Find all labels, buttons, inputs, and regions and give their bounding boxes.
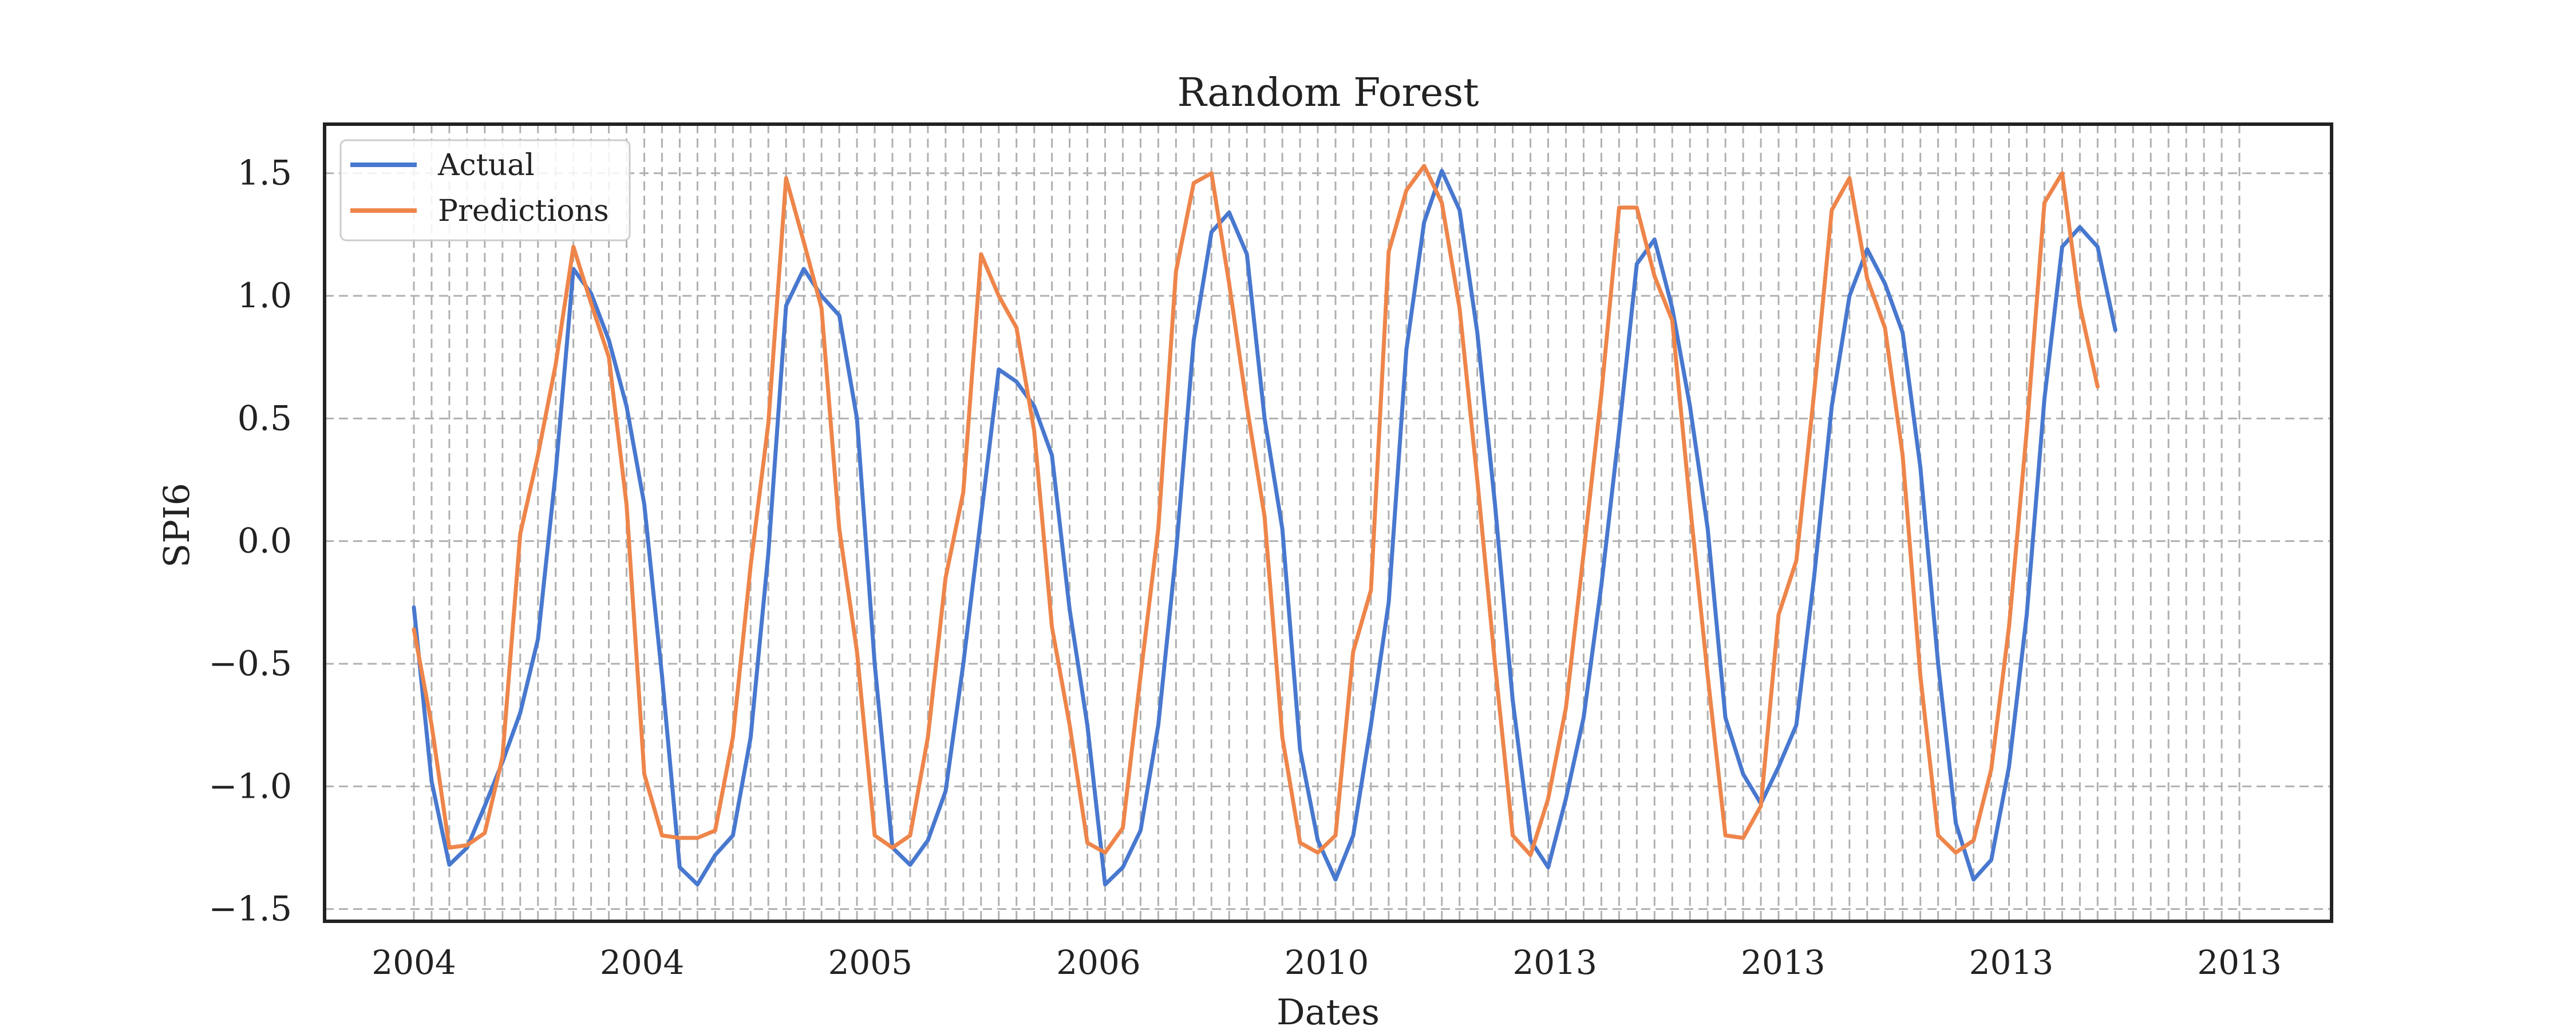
x-axis-ticks: 2004 2004 2005 2006 2010 2013 2013 2013 2013 [372,943,2282,982]
x-tick-label: 2006 [1056,943,1141,982]
legend-label-predictions: Predictions [438,194,609,228]
y-axis-ticks: −1.5 −1.0 −0.5 0.0 0.5 1.0 1.5 [208,153,292,929]
legend: Actual Predictions [339,139,631,241]
y-axis-label: SPI6 [156,483,197,568]
series-line-predictions [412,164,2100,857]
x-tick-label: 2004 [372,943,456,982]
y-tick-label: −0.5 [208,644,292,684]
y-tick-label: 1.5 [238,153,292,193]
y-tick-label: −1.0 [208,766,292,806]
x-tick-label: 2004 [600,943,685,982]
legend-label-actual: Actual [437,148,535,183]
x-tick-label: 2013 [2197,943,2282,982]
x-tick-label: 2010 [1285,943,1369,982]
x-axis-label: Dates [1277,991,1380,1030]
y-tick-label: −1.5 [208,889,292,929]
x-tick-label: 2013 [1741,943,1826,982]
series-line-actual [412,168,2117,887]
x-tick-label: 2005 [828,943,912,982]
chart-title: Random Forest [1177,70,1479,116]
series-lines [412,164,2117,887]
y-tick-label: 0.5 [238,398,292,438]
x-tick-label: 2013 [1512,943,1597,982]
plot-frame [323,122,2333,923]
grid-lines [325,124,2332,921]
y-tick-label: 1.0 [238,276,292,316]
y-tick-label: 0.0 [238,521,292,561]
x-tick-label: 2013 [1969,943,2054,982]
